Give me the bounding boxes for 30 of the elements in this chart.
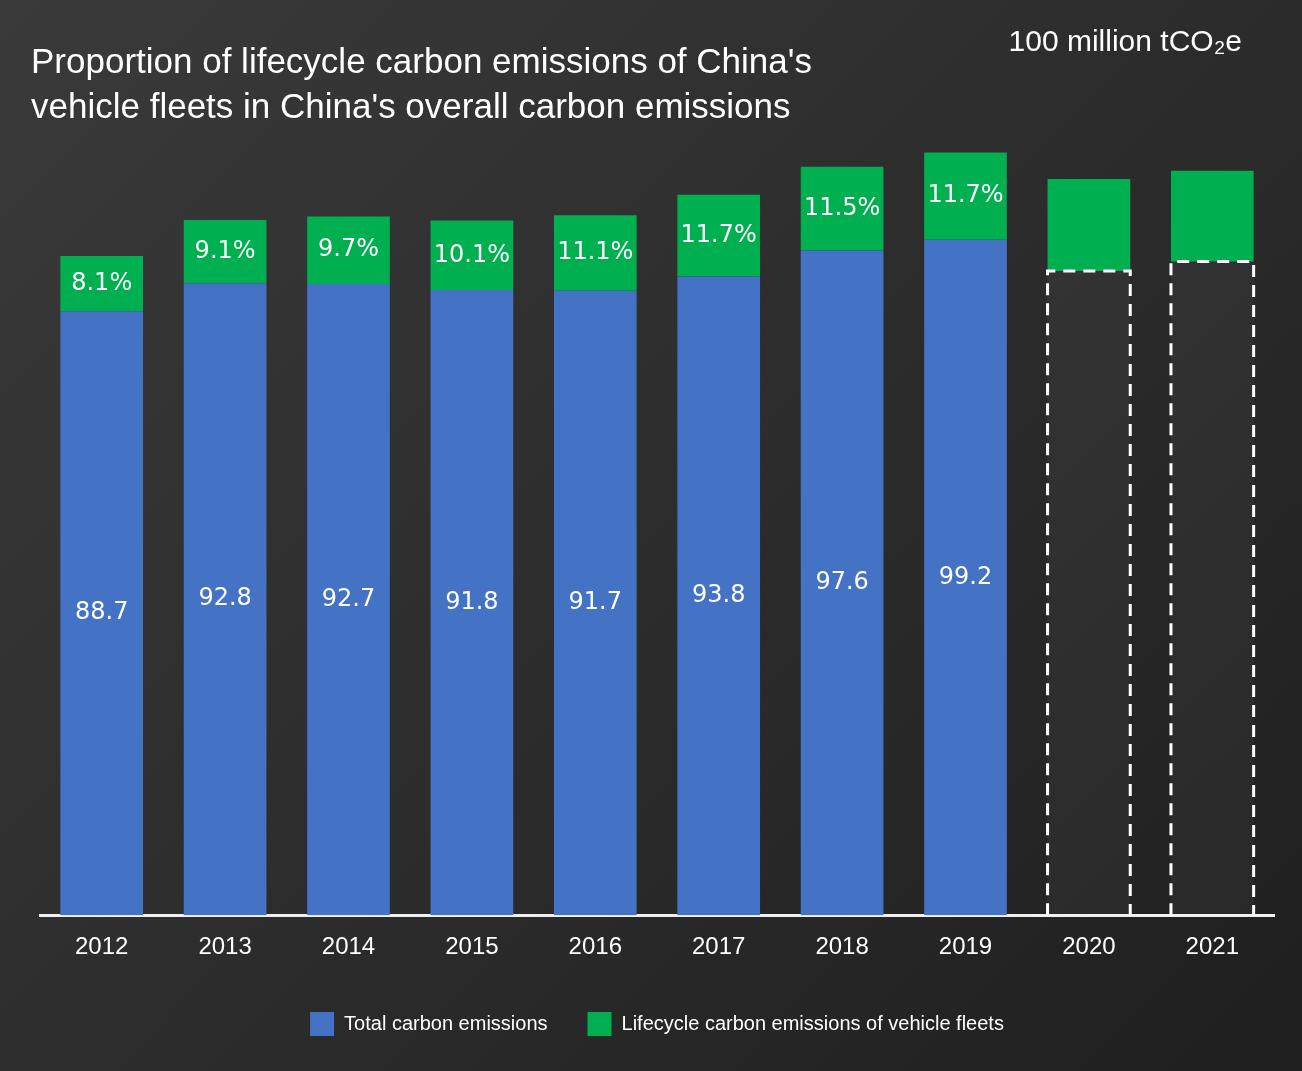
x-tick-label: 2012 [75,932,129,960]
annotation: 8.1% [71,267,133,296]
x-tick-label: 2018 [815,932,869,960]
annotation: 11.1% [557,237,634,266]
annotation: 11.7% [680,219,757,248]
data-label: 91.8 [445,586,499,615]
x-tick-label: 2015 [445,932,499,960]
x-tick-label: 2020 [1062,932,1116,960]
legend-label: Total carbon emissions [344,1011,548,1034]
x-tick-label: 2019 [938,932,993,960]
x-tick-label: 2017 [692,932,746,960]
data-label: 92.8 [198,583,252,612]
data-label: 91.7 [568,587,623,616]
data-label: 97.6 [815,567,869,596]
x-tick-label: 2014 [321,932,376,960]
annotation: 11.5% [803,192,881,221]
chart-title: Proportion of lifecycle carbon emissions of China's vehicle fleets in China's overall carbon emissions [31,40,813,127]
data-label: 92.7 [321,583,376,612]
x-tick-label: 2013 [198,932,252,960]
annotation: 9.1% [194,235,256,264]
legend-label: Lifecycle carbon emissions of vehicle fleets [621,1011,1004,1034]
annotation: 11.7% [927,180,1004,209]
data-label: 88.7 [74,597,129,626]
x-tick-label: 2021 [1185,932,1239,960]
data-label: 93.8 [691,580,746,609]
x-tick-label: 2016 [568,932,622,960]
annotation: 9.7% [318,234,379,263]
data-label: 99.2 [938,561,993,590]
annotation: 10.1% [433,239,511,268]
y-axis-title: 100 million tCO₂e [1008,24,1242,58]
